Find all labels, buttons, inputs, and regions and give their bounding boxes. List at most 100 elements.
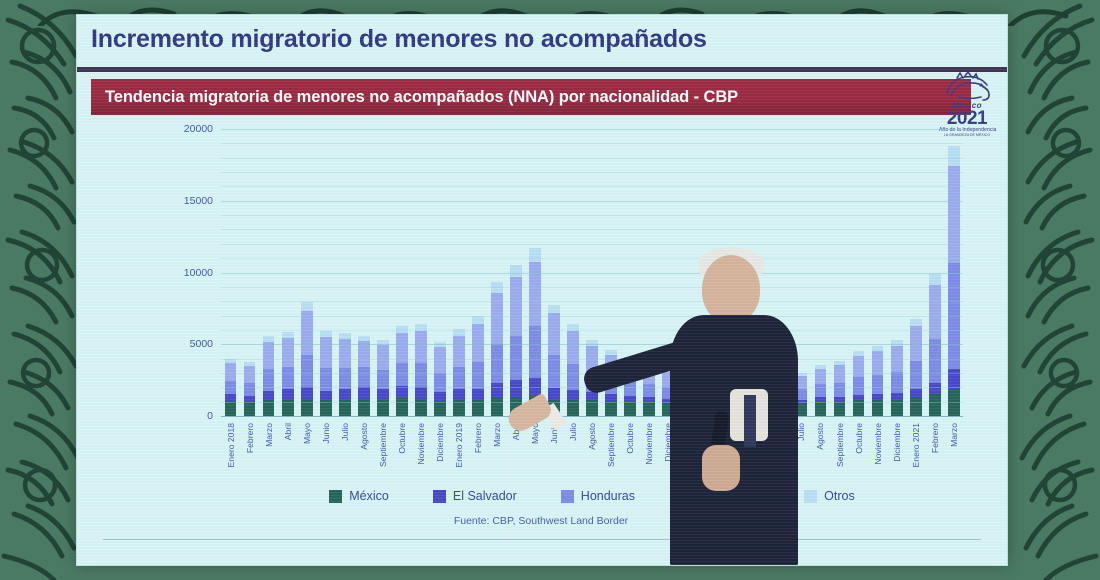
bar-segment-guatemala [719,383,732,394]
bar-segment-otros [319,330,332,338]
bar-segment-guatemala [662,372,675,388]
stacked-bar [357,335,370,416]
x-axis-tick-label: Julio [796,423,807,441]
x-axis-tick-label: Agosto [815,423,826,450]
bar-segment-guatemala [529,261,541,327]
gridline-minor [221,172,963,174]
legend-label: México [349,489,389,503]
chart-panel: 0 5000 10000 15000 20000 Enero 2018 Febrero Ma… [91,121,991,527]
bar-segment-méxico [300,398,313,416]
bar-group [297,129,316,416]
x-axis-label-slot: Enero 2020 [678,419,697,487]
x-axis-label-slot: Abril [735,419,754,487]
bar-segment-honduras [890,371,903,394]
gridline-minor [221,301,963,303]
stacked-bar [395,326,408,416]
chart-plot-area: 0 5000 10000 15000 20000 [184,123,963,422]
legend-item-honduras[interactable]: Honduras [560,489,635,503]
bar-segment-méxico [814,401,827,416]
bar-segment-méxico [624,401,637,416]
bar-segment-guatemala [909,326,922,361]
x-axis-label-slot: Febrero [925,419,944,487]
x-axis-label-slot: Julio [792,419,811,487]
gridline-minor [221,315,963,317]
bar-segment-guatemala [262,342,275,370]
x-axis-tick-label: Febrero [929,423,940,454]
bar-group [906,129,925,416]
chart-x-axis-labels: Enero 2018 Febrero Marzo Abril Mayo Junio Juli… [221,419,963,487]
bar-segment-el-salvador [928,383,941,395]
bar-segment-honduras [300,355,313,387]
gridline-minor [221,229,963,231]
x-axis-tick-label: Abril [510,423,521,441]
bar-segment-el-salvador [357,387,370,399]
bar-segment-el-salvador [586,392,598,401]
x-axis-tick-label: Mayo [301,423,312,445]
bar-group [240,129,259,416]
bar-segment-el-salvador [624,395,637,402]
bar-segment-honduras [224,380,237,395]
bar-segment-méxico [224,400,237,416]
legend-item-méxico[interactable]: México [329,489,389,503]
x-axis-tick-label: Enero 2019 [453,423,464,468]
gridline-minor [221,243,963,245]
bar-segment-el-salvador [414,387,427,399]
gridline-minor [221,143,963,145]
bar-segment-méxico [433,400,446,416]
legend-label: Otros [824,489,855,503]
x-axis-tick-label: Agosto [358,423,369,450]
bar-segment-méxico [890,399,903,416]
legend-item-el-salvador[interactable]: El Salvador [432,489,517,503]
bar-segment-honduras [814,384,827,398]
bar-segment-otros [357,335,370,342]
legend-item-otros[interactable]: Otros [804,489,855,503]
bar-segment-el-salvador [662,398,675,404]
bar-segment-méxico [567,399,579,416]
x-axis-label-slot: Diciembre [430,419,449,487]
gridline [221,272,963,274]
bar-segment-otros [871,346,884,352]
chart-title: Tendencia migratoria de menores no acomp… [105,87,739,106]
bar-segment-guatemala [852,355,865,378]
bar-segment-honduras [662,387,675,399]
projection-screen: Incremento migratorio de menores no acom… [76,14,1008,566]
chart-legend: México El Salvador Honduras Guatemala Otros [221,489,963,503]
bar-segment-otros [452,329,465,336]
x-axis-label-slot: Mayo [297,419,316,487]
page-title: Incremento migratorio de menores no acom… [91,25,707,53]
bar-segment-méxico [452,399,465,416]
bar-group [811,129,830,416]
bar-segment-guatemala [700,367,713,385]
stacked-bar [757,396,770,416]
bar-segment-guatemala [491,292,503,345]
gridline-minor [221,286,963,288]
bar-group [373,129,392,416]
bar-segment-méxico [510,396,522,416]
x-axis-label-slot: Noviembre [411,419,430,487]
legend-item-guatemala[interactable]: Guatemala [679,489,760,503]
legend-swatch [560,489,574,503]
x-axis-tick-label: Mayo [758,423,769,445]
bar-segment-el-salvador [319,390,332,401]
bar-segment-otros [300,301,313,311]
bar-segment-guatemala [643,366,656,384]
bar-segment-otros [852,351,865,356]
x-axis-label-slot: Mayo [526,419,545,487]
bar-group [944,129,963,416]
stacked-bar [662,368,675,416]
bar-group [259,129,278,416]
x-axis-tick-label: Diciembre [663,423,674,462]
legend-label: Honduras [580,489,635,503]
bar-group [278,129,297,416]
bar-segment-guatemala [395,332,408,363]
stacked-bar [814,365,827,416]
bar-segment-otros [909,319,922,327]
gridline-minor [221,258,963,260]
gridline-minor [221,157,963,159]
stacked-bar [452,329,465,416]
x-axis-tick-label: Noviembre [415,423,426,465]
bar-segment-méxico [281,399,294,416]
bar-segment-otros [795,373,808,376]
chart-title-banner: Tendencia migratoria de menores no acomp… [91,79,971,115]
